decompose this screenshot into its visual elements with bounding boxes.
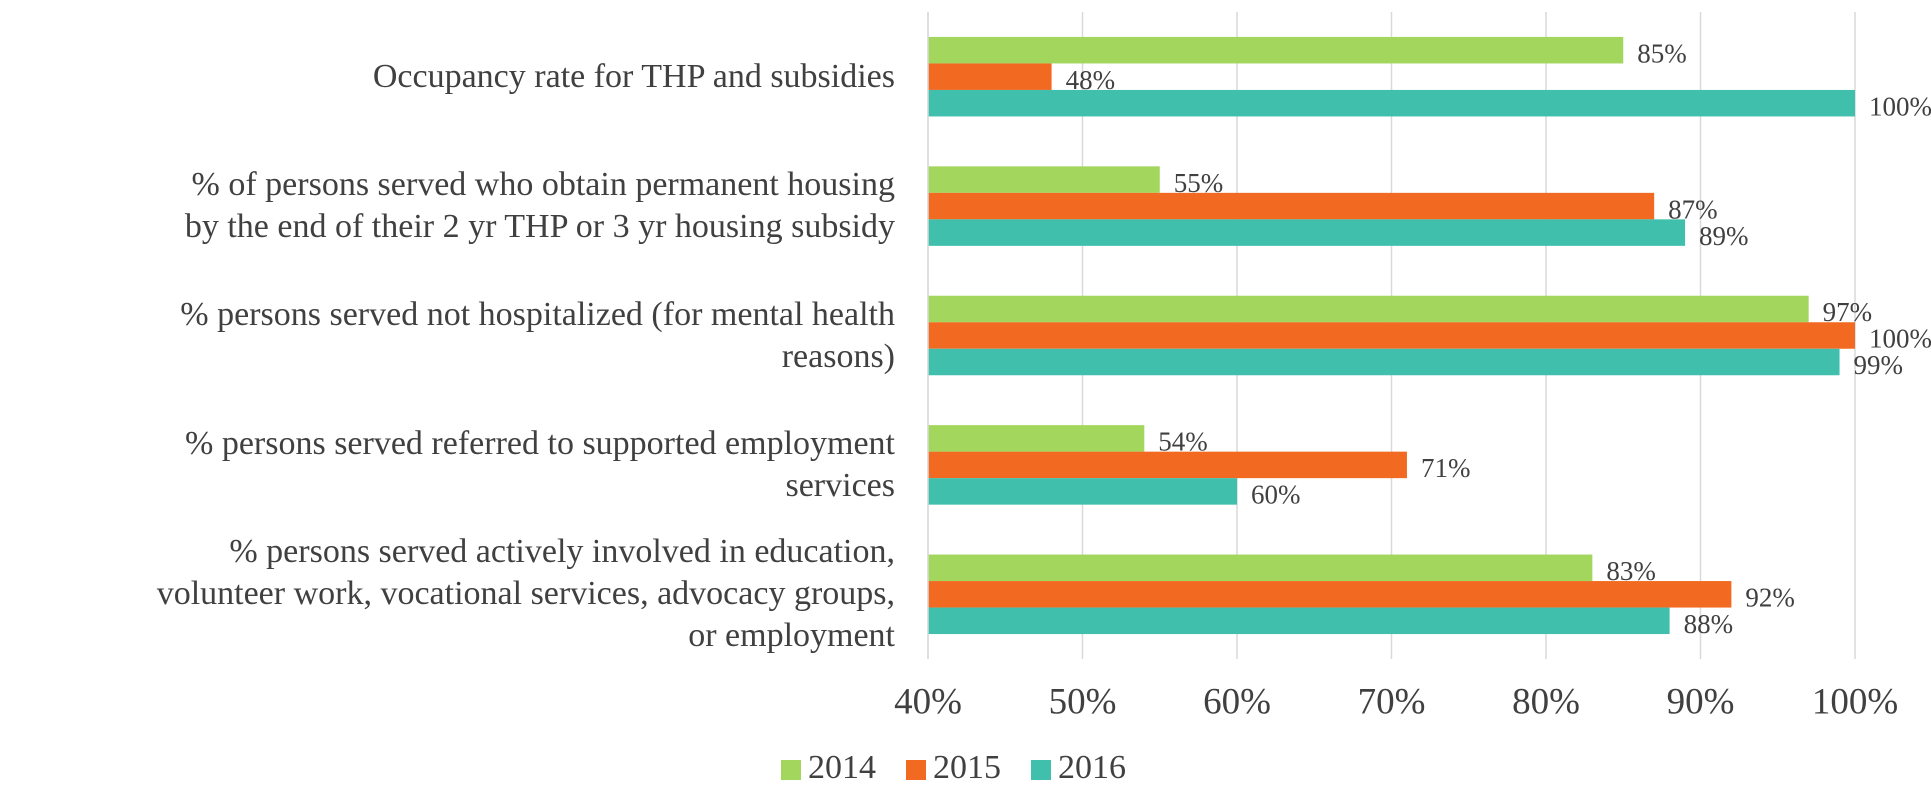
bar	[928, 451, 1407, 479]
bar	[928, 219, 1686, 246]
data-label: 92%	[1745, 583, 1795, 613]
data-label: 100%	[1869, 91, 1931, 121]
bar	[928, 348, 1840, 376]
legend-swatch	[906, 760, 926, 780]
x-tick-label: 100%	[1812, 681, 1898, 722]
bar	[928, 63, 1052, 90]
x-tick-label: 40%	[894, 681, 962, 722]
data-label: 85%	[1637, 38, 1687, 68]
data-label: 83%	[1606, 556, 1656, 586]
legend-swatch	[781, 760, 801, 780]
data-label: 99%	[1854, 350, 1904, 380]
x-tick-label: 60%	[1203, 681, 1271, 722]
x-tick-label: 90%	[1667, 681, 1735, 722]
bar	[928, 192, 1655, 220]
data-label: 88%	[1684, 609, 1734, 639]
legend-label: 2014	[808, 749, 876, 786]
bar	[928, 166, 1160, 193]
category-label: % of persons served who obtain permanent…	[184, 166, 895, 246]
data-label: 97%	[1823, 297, 1873, 327]
category-label: Occupancy rate for THP and subsidies	[372, 57, 895, 95]
legend-label: 2015	[933, 749, 1001, 786]
bar	[928, 295, 1809, 323]
data-label: 54%	[1158, 427, 1208, 457]
bar	[928, 554, 1593, 582]
data-label: 89%	[1699, 221, 1749, 251]
data-label: 55%	[1174, 168, 1224, 198]
bar	[928, 425, 1145, 452]
data-label: 100%	[1869, 324, 1931, 354]
data-label: 48%	[1066, 65, 1116, 95]
category-label: % persons served referred to supported e…	[185, 424, 895, 504]
bar	[928, 36, 1624, 64]
x-tick-label: 50%	[1049, 681, 1117, 722]
category-label: % persons served actively involved in ed…	[156, 533, 895, 655]
bar	[928, 89, 1855, 117]
data-label: 87%	[1668, 194, 1718, 224]
bar	[928, 478, 1237, 505]
x-tick-label: 70%	[1358, 681, 1426, 722]
bar	[928, 581, 1732, 608]
x-tick-label: 80%	[1512, 681, 1580, 722]
legend-label: 2016	[1058, 749, 1126, 786]
bar	[928, 322, 1855, 349]
bar	[928, 607, 1670, 635]
data-label: 60%	[1251, 480, 1301, 510]
category-label: % persons served not hospitalized (for m…	[180, 295, 895, 375]
legend-swatch	[1031, 760, 1051, 780]
data-label: 71%	[1421, 453, 1471, 483]
